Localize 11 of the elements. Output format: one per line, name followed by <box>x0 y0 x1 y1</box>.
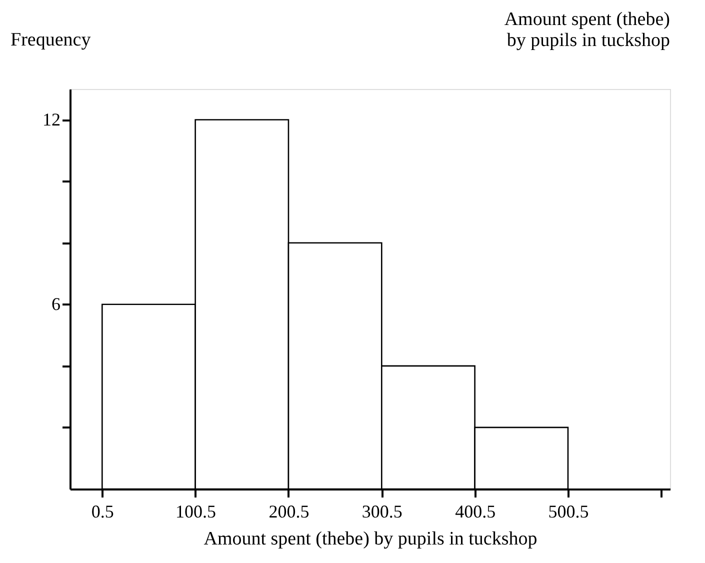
x-tick-label: 200.5 <box>268 502 310 522</box>
y-axis-title: Frequency <box>10 30 92 50</box>
chart-title: Amount spent (thebe) by pupils in tuckshop <box>504 9 670 51</box>
x-axis-title: Amount spent (thebe) by pupils in tuckshop <box>204 528 538 550</box>
x-tick-label: 100.5 <box>176 502 216 522</box>
x-tick-label: 0.5 <box>91 502 114 522</box>
x-tick-label: 400.5 <box>455 502 496 522</box>
x-tick-label: 500.5 <box>548 502 589 522</box>
x-tick-label: 300.5 <box>362 502 402 522</box>
y-tick-label: 12 <box>42 109 60 130</box>
y-tick-label: 6 <box>52 294 60 314</box>
